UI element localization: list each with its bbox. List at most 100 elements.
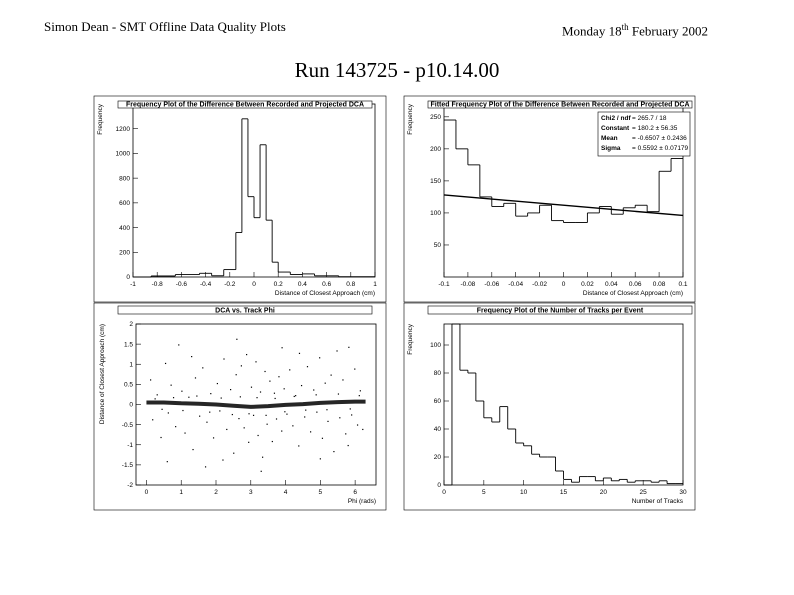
scatter-point — [250, 386, 253, 388]
scatter-point — [209, 411, 211, 413]
y-tick-label: 400 — [119, 225, 130, 232]
scatter-point — [255, 361, 257, 363]
scatter-point — [336, 350, 338, 352]
scatter-point — [304, 416, 306, 418]
scatter-point — [172, 397, 175, 399]
scatter-point — [359, 390, 361, 392]
y-tick-label: -1.5 — [122, 462, 134, 469]
stats-box — [597, 111, 691, 157]
scatter-point — [284, 411, 286, 413]
y-tick-label: 0 — [129, 402, 133, 409]
x-tick-label: -0.1 — [438, 281, 450, 288]
scatter-point — [199, 415, 201, 417]
y-tick-label: 1.5 — [124, 341, 133, 348]
scatter-point — [192, 448, 194, 451]
x-tick-label: 1 — [373, 281, 377, 288]
y-tick-label: 200 — [430, 146, 441, 153]
x-tick-label: 0.08 — [653, 281, 666, 288]
scatter-point — [274, 397, 276, 400]
title-box — [427, 100, 693, 109]
chart-title: DCA vs. Track Phi — [215, 308, 275, 315]
scatter-point — [356, 424, 359, 426]
x-tick-label: 1 — [179, 489, 183, 496]
chart-title: Fitted Frequency Plot of the Difference … — [430, 102, 689, 109]
scatter-point — [196, 395, 198, 397]
scatter-point — [150, 379, 152, 381]
x-tick-label: -0.06 — [484, 281, 499, 288]
x-tick-label: 0.04 — [605, 281, 618, 288]
x-tick-label: -0.04 — [508, 281, 523, 288]
y-tick-label: 0 — [126, 274, 130, 281]
scatter-point — [152, 419, 154, 421]
scatter-point — [333, 450, 335, 453]
scatter-point — [154, 398, 156, 400]
x-tick-label: 0.6 — [322, 281, 331, 288]
chart-title: Frequency Plot of the Difference Between… — [126, 102, 364, 109]
y-tick-label: 0.5 — [124, 382, 133, 389]
y-tick-label: 100 — [430, 342, 441, 349]
scatter-point — [281, 430, 283, 432]
chart-p1: Frequency Plot of the Difference Between… — [93, 95, 387, 303]
scatter-point — [175, 426, 177, 428]
x-tick-label: 0.8 — [346, 281, 355, 288]
y-tick-label: -1 — [127, 442, 133, 449]
plot-frame — [403, 302, 696, 511]
run-title: Run 143725 - p10.14.00 — [294, 58, 500, 82]
x-tick-label: 0.02 — [581, 281, 594, 288]
scatter-point — [246, 353, 248, 356]
scatter-point — [248, 441, 250, 443]
scatter-point — [264, 370, 266, 373]
scatter-point — [166, 461, 168, 463]
x-tick-label: 20 — [600, 489, 608, 496]
title-box — [427, 305, 693, 315]
scatter-point — [337, 393, 340, 395]
x-tick-label: -0.02 — [532, 281, 547, 288]
scatter-point — [310, 431, 312, 433]
x-tick-label: -1 — [130, 281, 136, 288]
scatter-point — [354, 368, 356, 370]
scatter-point — [156, 394, 158, 396]
title-box — [117, 100, 373, 109]
scatter-point — [178, 344, 180, 346]
y-tick-label: 600 — [119, 200, 130, 207]
scatter-point — [167, 412, 169, 414]
scatter-point — [305, 409, 307, 411]
x-axis-label: Distance of Closest Approach (cm) — [583, 290, 683, 297]
scatter-point — [271, 440, 273, 443]
y-axis-label: Frequency — [407, 323, 414, 354]
scatter-point — [324, 382, 326, 384]
chart-p4: Frequency Plot of the Number of Tracks p… — [403, 302, 696, 511]
x-tick-label: -0.4 — [200, 281, 212, 288]
scatter-point — [362, 428, 364, 431]
y-axis-label: Frequency — [97, 103, 104, 134]
scatter-point — [339, 417, 341, 419]
scatter-point — [259, 391, 262, 393]
y-tick-label: 1 — [129, 361, 133, 368]
scatter-point — [298, 445, 300, 447]
chart-p2: Fitted Frequency Plot of the Difference … — [403, 95, 696, 303]
y-axis-label: Frequency — [407, 103, 414, 134]
scatter-point — [266, 423, 268, 425]
scatter-point — [170, 384, 172, 386]
scatter-point — [319, 458, 321, 460]
scatter-point — [181, 390, 183, 392]
y-tick-label: 2 — [129, 321, 133, 328]
scatter-point — [306, 366, 309, 368]
x-tick-label: 5 — [319, 489, 323, 496]
scatter-point — [230, 389, 232, 391]
y-tick-label: 60 — [434, 398, 442, 405]
scatter-point — [191, 356, 193, 358]
scatter-point — [204, 466, 207, 468]
scatter-point — [345, 433, 347, 435]
stats-label: Mean — [601, 135, 618, 142]
scatter-point — [293, 395, 295, 398]
x-axis-label: Distance of Closest Approach (cm) — [275, 290, 375, 297]
x-tick-label: 0 — [442, 489, 446, 496]
scatter-point — [231, 413, 233, 416]
stats-value: = 265.7 / 18 — [632, 115, 667, 122]
y-tick-label: 40 — [434, 426, 442, 433]
scatter-point — [315, 394, 317, 396]
x-tick-label: 0 — [562, 281, 566, 288]
y-tick-label: 80 — [434, 370, 442, 377]
